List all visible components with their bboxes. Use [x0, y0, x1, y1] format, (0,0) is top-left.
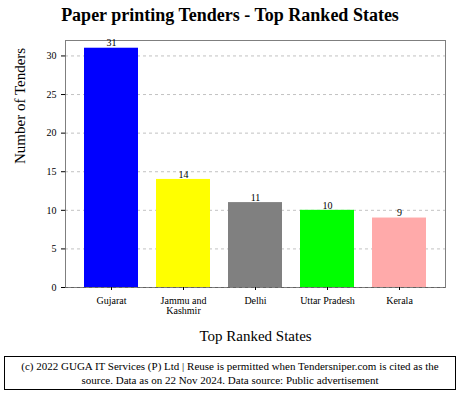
svg-text:Top Ranked States: Top Ranked States	[199, 328, 311, 344]
html-text:(c) 2022 GUGA IT Services (P): (c) 2022 GUGA IT Services (P) Ltd | Reus…	[21, 360, 439, 386]
svg-text:Gujarat: Gujarat	[97, 295, 127, 306]
svg-text:14: 14	[179, 169, 189, 180]
svg-text:31: 31	[107, 37, 117, 48]
svg-text:Kerala: Kerala	[386, 295, 413, 306]
svg-text:25: 25	[47, 89, 57, 100]
svg-text:5: 5	[52, 243, 57, 254]
svg-text:9: 9	[397, 207, 402, 218]
svg-text:Uttar Pradesh: Uttar Pradesh	[300, 295, 355, 306]
svg-text:11: 11	[251, 192, 261, 203]
svg-text:10: 10	[47, 205, 57, 216]
svg-text:Jammu andKashmir: Jammu andKashmir	[161, 295, 207, 316]
html-text:Paper printing Tenders - Top R: Paper printing Tenders - Top Ranked Stat…	[61, 5, 399, 25]
svg-text:Number of Tenders: Number of Tenders	[12, 48, 28, 164]
svg-text:15: 15	[47, 166, 57, 177]
svg-text:30: 30	[47, 50, 57, 61]
svg-text:0: 0	[52, 282, 57, 293]
svg-text:10: 10	[323, 200, 333, 211]
svg-text:Delhi: Delhi	[244, 295, 266, 306]
svg-text:20: 20	[47, 127, 57, 138]
